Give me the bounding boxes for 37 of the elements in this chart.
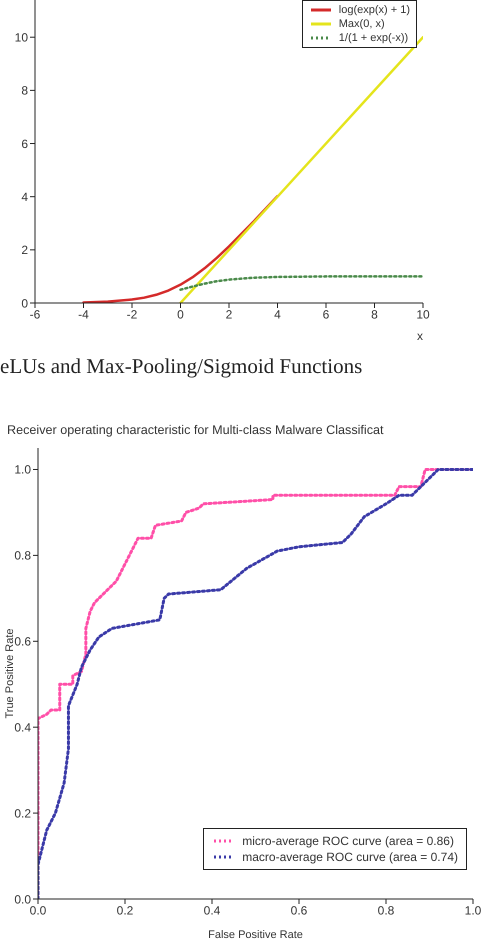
y-tick-label: 0.0 [14,892,32,906]
legend-label: Max(0, x) [338,18,385,30]
y-tick-label: 10 [14,30,28,44]
line-series [179,275,423,291]
x-tick-label: 1.0 [464,904,482,918]
y-tick-label: 2 [21,243,28,258]
legend-label: log(exp(x) + 1) [338,4,410,16]
legend-label: 1/(1 + exp(-x)) [338,32,408,44]
x-tick-label: 0.4 [204,904,221,918]
y-tick-label: 0.4 [14,720,32,734]
x-tick-label: 0.2 [116,904,134,918]
x-tick-label: -4 [78,308,90,322]
x-tick-label: 0 [177,308,184,322]
x-axis-title: False Positive Rate [208,929,303,941]
y-axis-title: True Positive Rate [4,628,16,719]
x-tick-label: 2 [226,308,233,322]
y-tick-label: 6 [21,136,28,151]
legend-label: macro-average ROC curve (area = 0.74) [242,850,458,864]
x-tick-label: 10 [416,308,430,322]
x-axis-title: x [417,329,423,343]
x-tick-label: 4 [274,308,282,322]
y-tick-label: 4 [21,190,28,204]
y-tick-label: 1.0 [14,462,32,477]
text: eLUs and Max-Pooling/Sigmoid Functions [0,354,362,379]
y-tick-label: 0.6 [14,634,32,649]
x-tick-label: 8 [371,308,378,322]
x-tick-label: 0.8 [378,904,395,918]
x-tick-label: -6 [30,308,41,322]
chart-title: Receiver operating characteristic for Multi-class Malware Classificat [7,423,384,437]
legend-label: micro-average ROC curve (area = 0.86) [242,834,454,848]
x-tick-label: 0.6 [290,904,308,918]
y-tick-label: 8 [21,84,28,98]
y-tick-label: 0 [21,296,28,310]
x-tick-label: 6 [322,308,330,322]
y-tick-label: 0.2 [14,806,32,820]
y-tick-label: 0.8 [14,548,32,563]
x-tick-label: -2 [126,308,138,322]
